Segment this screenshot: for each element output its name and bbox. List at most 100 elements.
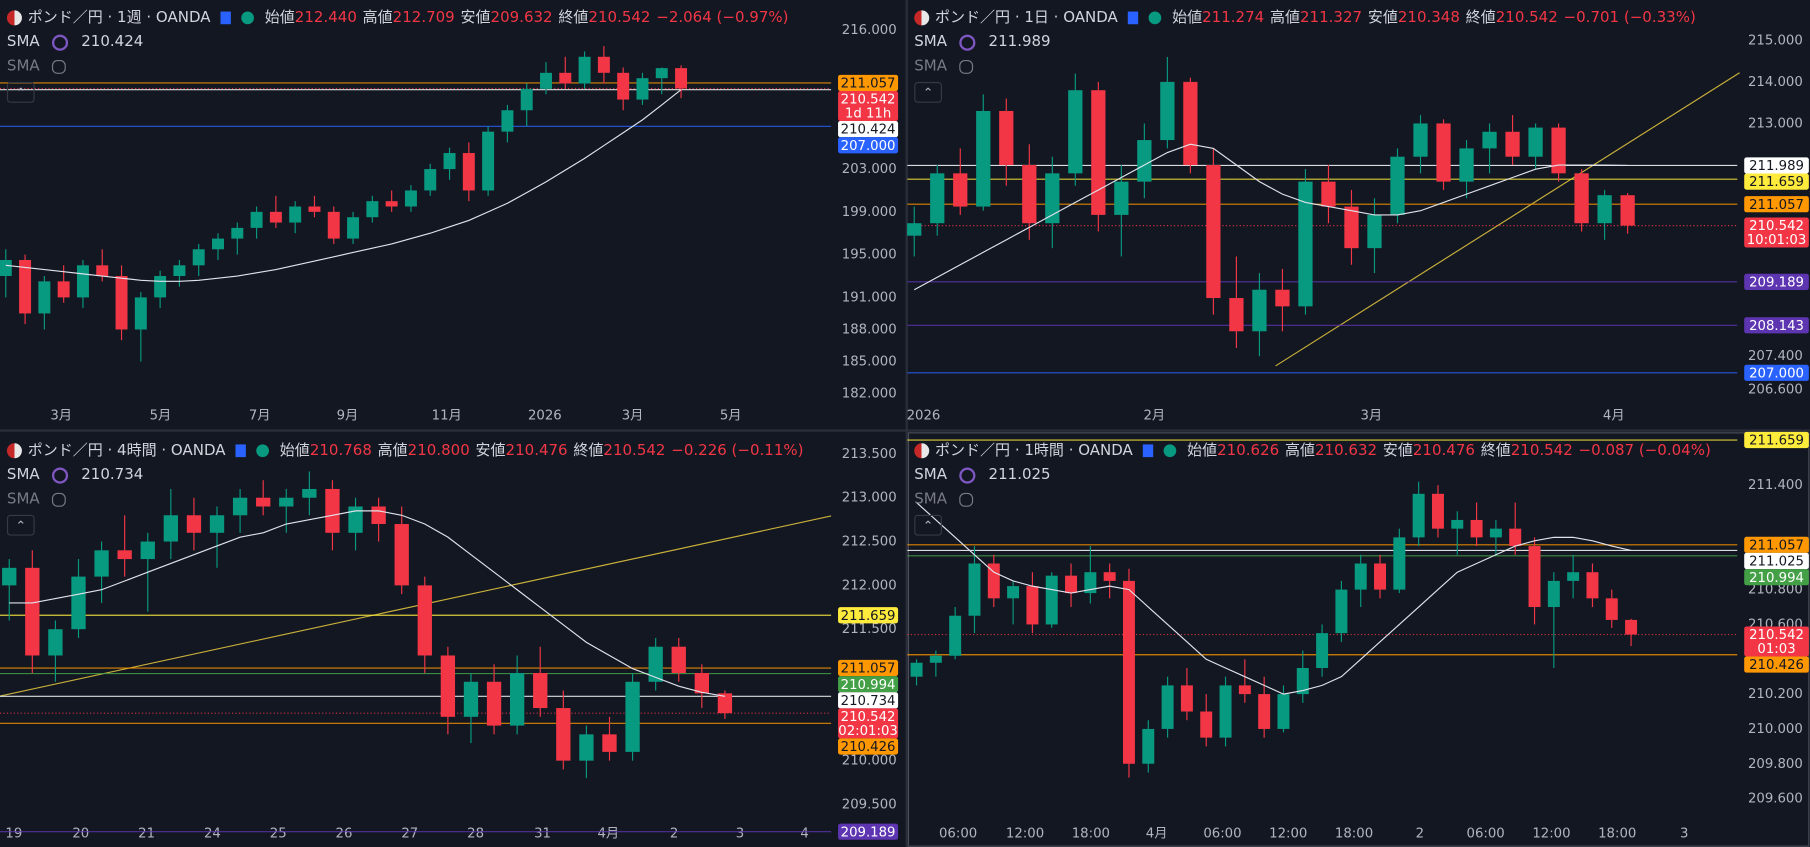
ohlc-item: 始値211.274 bbox=[1172, 6, 1264, 30]
collapse-button[interactable]: ⌃ bbox=[914, 514, 942, 536]
candle-body bbox=[929, 655, 942, 663]
candle-body bbox=[694, 673, 709, 694]
ohlc-value: 210.542 bbox=[603, 442, 666, 460]
y-tick-label: 213.500 bbox=[842, 447, 897, 462]
indicator-icon bbox=[52, 466, 69, 484]
candle-body bbox=[1206, 165, 1221, 299]
x-tick-label: 2026 bbox=[528, 409, 562, 424]
candle-body bbox=[1482, 131, 1497, 149]
candle-body bbox=[1509, 528, 1522, 547]
legend-row: ポンド／円 · 1日 · OANDA 始値211.274 高値211.327 安値21… bbox=[914, 6, 1696, 30]
price-countdown: 10:01:03 bbox=[1747, 233, 1807, 248]
candle-body bbox=[269, 211, 282, 223]
indicator-name[interactable]: SMA bbox=[914, 466, 947, 484]
indicator-name[interactable]: SMA bbox=[6, 57, 40, 76]
price-label: 210.734 bbox=[841, 694, 896, 709]
ohlc-value: 210.632 bbox=[1314, 442, 1378, 460]
candle-body bbox=[1436, 123, 1451, 182]
candle-body bbox=[1200, 711, 1213, 738]
x-tick-label: 12:00 bbox=[1532, 826, 1570, 841]
price-label-box bbox=[838, 692, 899, 709]
ohlc-item: 高値211.327 bbox=[1270, 6, 1362, 30]
price-label-box bbox=[838, 676, 899, 693]
ohlc-value: 210.542 bbox=[1510, 442, 1573, 460]
price-countdown: 01:03 bbox=[1757, 642, 1795, 657]
candle-body bbox=[1567, 572, 1580, 581]
ohlc-value: 210.768 bbox=[309, 442, 372, 460]
symbol-title[interactable]: ポンド／円 · 1週 · OANDA bbox=[27, 9, 211, 27]
ohlc-label: 終値 bbox=[1465, 9, 1496, 27]
indicator-row: SMA bbox=[914, 54, 1696, 78]
candle-body bbox=[1412, 493, 1425, 538]
candle-body bbox=[94, 550, 109, 577]
price-label-box bbox=[1744, 273, 1809, 290]
candle-body bbox=[1258, 694, 1271, 729]
candle-body bbox=[1277, 694, 1290, 729]
x-tick-label: 3 bbox=[1680, 826, 1688, 841]
x-tick-label: 4月 bbox=[1603, 409, 1625, 424]
status-dot bbox=[241, 11, 255, 25]
candle-body bbox=[1620, 195, 1635, 226]
candle-body bbox=[289, 206, 302, 223]
price-label: 211.659 bbox=[841, 609, 896, 624]
candle-body bbox=[1229, 298, 1244, 332]
price-label-box bbox=[838, 74, 899, 91]
collapse-button[interactable]: ⌃ bbox=[914, 81, 942, 103]
y-tick-label: 214.000 bbox=[1748, 75, 1803, 90]
collapse-button[interactable]: ⌃ bbox=[6, 514, 35, 536]
indicator-name[interactable]: SMA bbox=[914, 490, 947, 508]
x-tick-label: 06:00 bbox=[939, 826, 977, 841]
price-label-box bbox=[1744, 217, 1809, 248]
symbol-title[interactable]: ポンド／円 · 4時間 · OANDA bbox=[27, 442, 226, 460]
candle-body bbox=[1142, 728, 1155, 764]
price-label-box bbox=[1744, 196, 1809, 213]
indicator-name[interactable]: SMA bbox=[6, 490, 40, 508]
candle-body bbox=[404, 190, 417, 207]
x-tick-label: 31 bbox=[534, 826, 551, 841]
x-tick-label: 12:00 bbox=[1006, 826, 1044, 841]
candle-body bbox=[1335, 589, 1348, 634]
candle-body bbox=[327, 211, 340, 239]
sma-line bbox=[5, 89, 682, 282]
candle-body bbox=[910, 662, 923, 677]
price-label-box bbox=[1744, 364, 1809, 381]
candle-body bbox=[1551, 127, 1566, 174]
ohlc-value: 211.274 bbox=[1202, 9, 1265, 27]
price-label: 211.057 bbox=[841, 662, 896, 677]
candle-body bbox=[1321, 181, 1336, 207]
indicator-name[interactable]: SMA bbox=[6, 33, 40, 51]
candle-body bbox=[482, 131, 495, 191]
y-tick-label: 206.600 bbox=[1748, 382, 1803, 397]
symbol-title[interactable]: ポンド／円 · 1時間 · OANDA bbox=[935, 442, 1133, 460]
candle-body bbox=[117, 550, 132, 560]
candle-body bbox=[520, 88, 533, 111]
price-label: 209.189 bbox=[1749, 275, 1804, 290]
candle-body bbox=[602, 734, 617, 752]
indicator-name[interactable]: SMA bbox=[914, 57, 947, 76]
candle-body bbox=[949, 615, 962, 656]
candle-body bbox=[559, 72, 572, 84]
symbol-title[interactable]: ポンド／円 · 1日 · OANDA bbox=[935, 9, 1118, 27]
ohlc-label: 高値 bbox=[1269, 9, 1300, 27]
candle-body bbox=[232, 497, 248, 516]
price-label-box bbox=[1744, 157, 1809, 174]
candle-body bbox=[509, 673, 525, 726]
candle-body bbox=[1528, 546, 1541, 608]
candle-body bbox=[1160, 81, 1175, 141]
y-tick-label: 188.000 bbox=[842, 322, 897, 337]
collapse-button[interactable]: ⌃ bbox=[6, 81, 35, 103]
ohlc-label: 終値 bbox=[1480, 442, 1511, 460]
ohlc-value: 210.476 bbox=[505, 442, 568, 460]
flag-icon bbox=[220, 11, 232, 25]
indicator-name[interactable]: SMA bbox=[6, 466, 40, 484]
candle-body bbox=[1528, 127, 1543, 157]
candle-body bbox=[1489, 528, 1502, 538]
candle-body bbox=[968, 563, 981, 616]
ohlc-label: 始値 bbox=[1187, 442, 1218, 460]
indicator-name[interactable]: SMA bbox=[914, 33, 947, 51]
indicator-icon bbox=[52, 492, 67, 507]
candle-body bbox=[1367, 214, 1382, 249]
candle-body bbox=[625, 681, 640, 752]
x-tick-label: 26 bbox=[336, 826, 353, 841]
